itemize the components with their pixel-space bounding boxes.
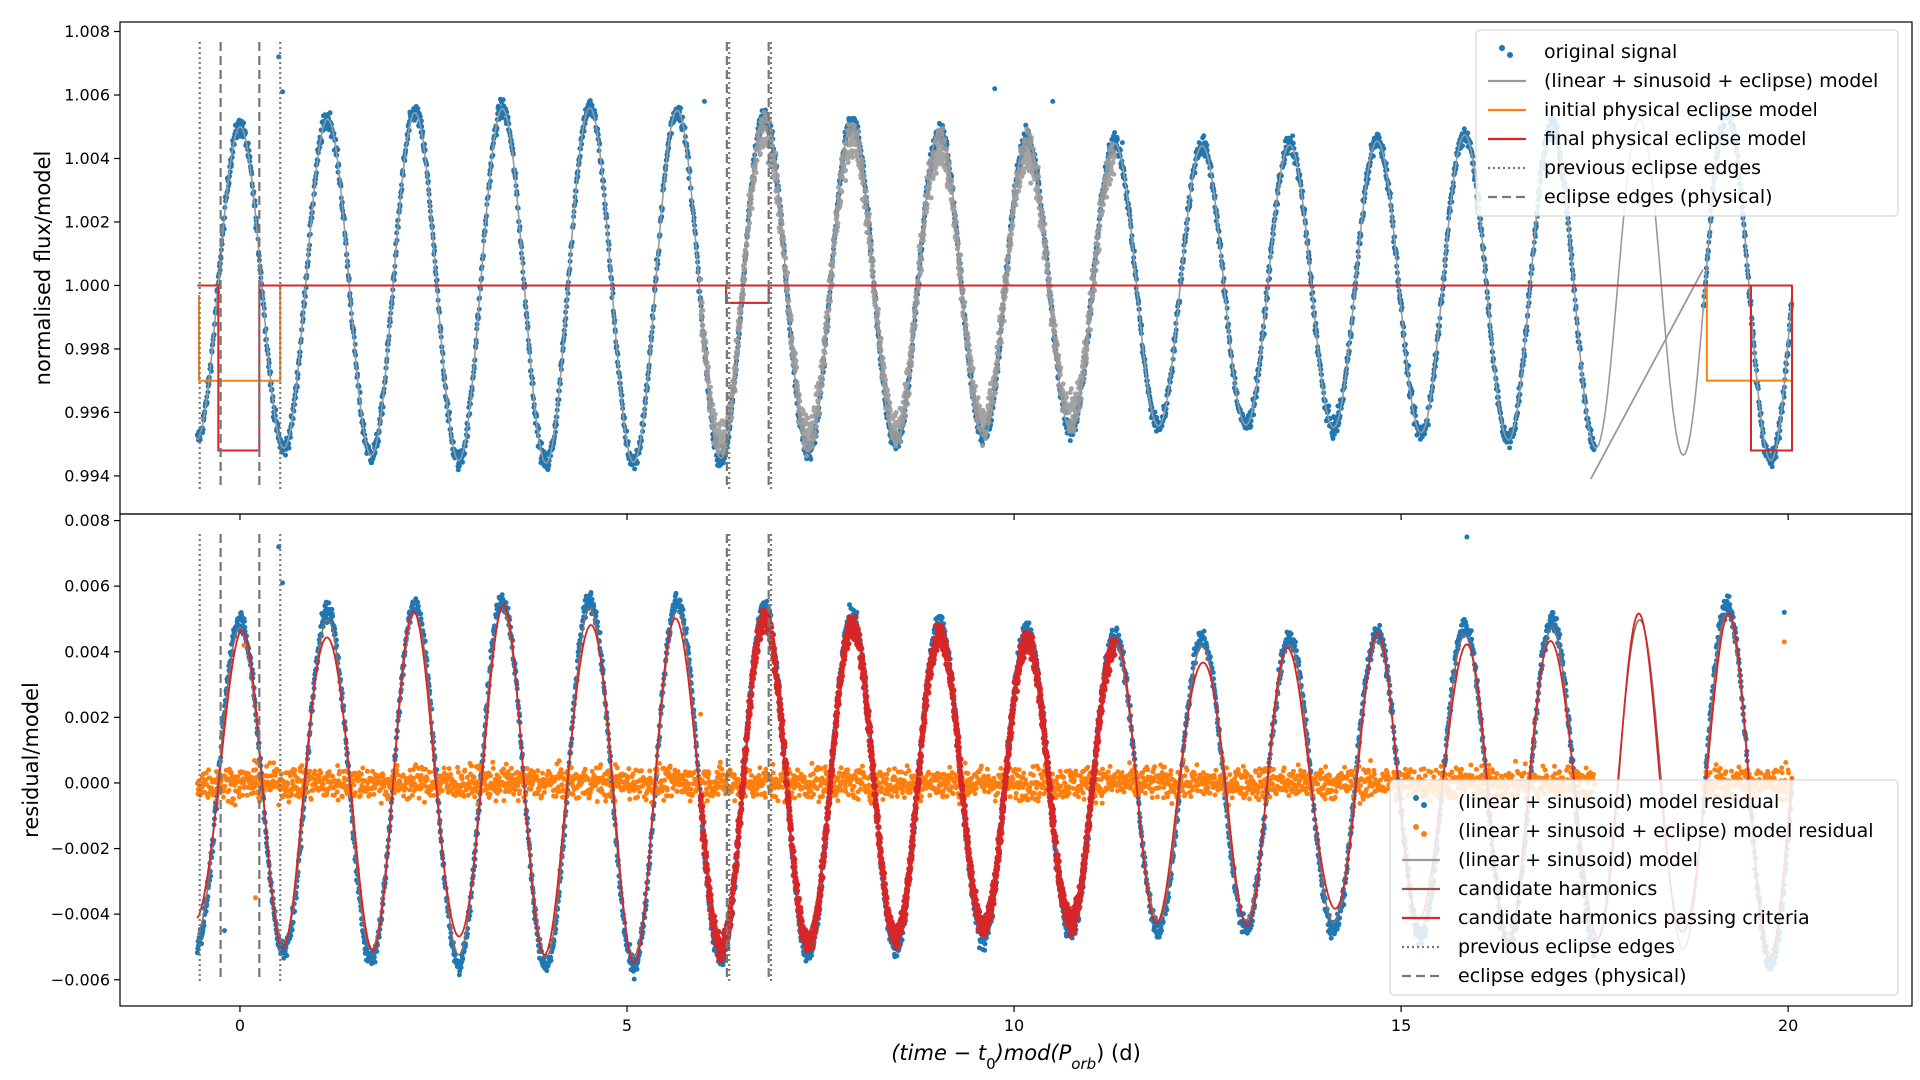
- top-legend-marker: [1507, 52, 1513, 58]
- top-legend-box: [1475, 29, 1899, 217]
- bottom-legend-marker: [1413, 795, 1419, 801]
- bottom-panel: −0.006 −0.004 −0.002 0.000 0.002 0.004 0.006 0.…: [19, 511, 1913, 1073]
- top-y-ticks: 0.994 0.996 0.998 1.000 1.002 1.004 1.006 1.008: [64, 22, 1789, 520]
- top-y-tick-label: 1.002: [64, 212, 110, 231]
- bottom-legend-marker: [1413, 824, 1419, 830]
- bottom-x-tick-label: 15: [1391, 1016, 1411, 1035]
- bottom-legend-label: (linear + sinusoid) model: [1458, 849, 1698, 871]
- bottom-legend-box: [1389, 779, 1899, 996]
- bottom-legend-marker: [1421, 831, 1427, 837]
- bottom-y-tick-label: −0.002: [51, 839, 110, 858]
- top-legend: original signal (linear + sinusoid + ecli…: [1475, 29, 1899, 217]
- bottom-y-ticks: −0.006 −0.004 −0.002 0.000 0.002 0.004 0.006 0.…: [51, 511, 120, 989]
- top-y-tick-label: 1.006: [64, 86, 110, 105]
- top-y-tick-label: 1.000: [64, 276, 110, 295]
- bottom-x-tick-label: 20: [1778, 1016, 1798, 1035]
- x-axis-label-part: ) (d): [1096, 1041, 1141, 1065]
- bottom-legend-label: (linear + sinusoid + eclipse) model resi…: [1458, 820, 1874, 842]
- top-legend-marker: [1499, 45, 1505, 51]
- top-legend-label: previous eclipse edges: [1544, 157, 1761, 179]
- bottom-y-tick-label: 0.004: [64, 642, 110, 661]
- bottom-legend-label: previous eclipse edges: [1458, 936, 1675, 958]
- bottom-x-tick-label: 0: [235, 1016, 245, 1035]
- top-y-axis-label: normalised flux/model: [31, 151, 55, 386]
- top-panel: 0.994 0.996 0.998 1.000 1.002 1.004 1.006 1.008…: [31, 21, 1913, 520]
- model-gap-line: [1589, 269, 1704, 480]
- bottom-y-tick-label: −0.006: [51, 970, 110, 989]
- bottom-legend-label: eclipse edges (physical): [1458, 965, 1687, 987]
- top-legend-label: eclipse edges (physical): [1544, 186, 1773, 208]
- bottom-y-tick-label: 0.008: [64, 511, 110, 530]
- bottom-x-tick-label: 5: [622, 1016, 632, 1035]
- bottom-x-tick-label: 10: [1004, 1016, 1024, 1035]
- harmonics-passing-band: [697, 608, 1118, 964]
- top-y-tick-label: 0.994: [64, 466, 110, 485]
- bottom-y-tick-label: 0.000: [64, 773, 110, 792]
- x-axis-label-part: )mod(P: [994, 1041, 1072, 1065]
- top-legend-label: (linear + sinusoid + eclipse) model: [1544, 70, 1878, 92]
- bottom-legend-label: candidate harmonics: [1458, 878, 1657, 900]
- bottom-axes-frame: [119, 513, 1913, 1007]
- bottom-y-tick-label: −0.004: [51, 905, 110, 924]
- bottom-x-ticks: 0 5 10 15 20: [235, 1006, 1798, 1035]
- top-y-tick-label: 0.998: [64, 339, 110, 358]
- top-legend-label: original signal: [1544, 41, 1677, 63]
- bottom-legend-label: candidate harmonics passing criteria: [1458, 907, 1810, 929]
- top-y-tick-label: 1.008: [64, 22, 110, 41]
- x-axis-label-part: (time − t: [891, 1041, 987, 1065]
- x-axis-label-part: orb: [1071, 1055, 1096, 1073]
- x-axis-label-part: 0: [986, 1055, 996, 1073]
- bottom-y-tick-label: 0.006: [64, 577, 110, 596]
- top-legend-label: final physical eclipse model: [1544, 128, 1806, 150]
- top-legend-label: initial physical eclipse model: [1544, 99, 1818, 121]
- top-y-tick-label: 1.004: [64, 149, 110, 168]
- sinusoid-eclipse-model-line: [196, 107, 1793, 464]
- top-y-tick-label: 0.996: [64, 403, 110, 422]
- bottom-legend: (linear + sinusoid) model residual (linea…: [1389, 779, 1899, 996]
- top-plot-area: [194, 42, 1795, 490]
- bottom-legend-marker: [1421, 802, 1427, 808]
- bottom-y-tick-label: 0.002: [64, 708, 110, 727]
- bottom-y-axis-label: residual/model: [19, 682, 43, 838]
- x-axis-label: (time − t0)mod(Porb) (d): [891, 1041, 1141, 1073]
- bottom-legend-label: (linear + sinusoid) model residual: [1458, 791, 1779, 813]
